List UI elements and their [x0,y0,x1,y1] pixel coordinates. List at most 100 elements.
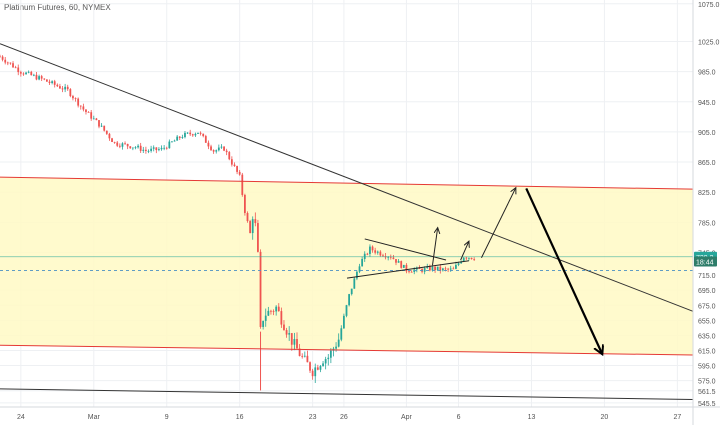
candle-body [371,246,374,251]
candle-body [306,355,309,363]
candle-body [389,256,392,258]
support-line-bottom [0,388,694,400]
y-tick-label: 785.0 [698,220,716,227]
candle-body [288,333,291,335]
triangle-line [346,260,470,279]
candle-body [337,339,340,347]
candle-body [69,89,72,97]
candle-body [249,221,252,234]
triangle-line [364,238,447,261]
candle-body [171,141,173,143]
candle-body [38,76,40,80]
candle-body [428,266,431,271]
candle-body [452,268,455,270]
candle-body [257,223,259,252]
projection-arrow [481,188,515,258]
y-tick-label: 1075.0 [698,2,720,9]
candle-body [103,125,106,131]
x-tick-label: 24 [17,414,25,421]
x-tick-label: 6 [457,414,461,421]
candle-body [439,266,442,271]
candle-body [90,112,93,119]
candle-body [150,148,153,151]
candle-body [56,84,59,87]
channel-lower-line [0,344,694,356]
candle-body [139,145,142,151]
candle-body [376,251,379,253]
candle-body [395,259,397,263]
candle-body [311,370,314,377]
price-axis-panel [693,0,720,425]
y-tick-label: 595.0 [698,364,716,371]
x-tick-label: Mar [88,414,101,421]
candle-body [444,268,447,270]
candle-body [465,257,468,259]
candle-body [441,268,444,271]
candle-body [165,147,168,149]
candle-body [369,246,371,254]
candle-body [51,81,54,83]
candle-body [264,315,267,321]
candle-body [95,118,98,121]
candle-body [129,146,132,149]
candle-body [53,81,56,85]
candle-body [1,56,4,60]
candle-body [118,145,121,147]
candle-body [194,133,197,136]
y-tick-label: 715.0 [698,273,716,280]
candle-body [366,253,369,255]
candle-body [66,86,69,90]
y-tick-label: 635.0 [698,333,716,340]
candle-body [327,357,330,360]
candle-body [191,134,194,136]
candle-body [293,339,296,345]
candle-body [270,310,272,312]
candle-body [238,171,241,175]
candle-body [296,339,298,349]
candle-body [223,146,225,151]
candle-body [434,266,436,271]
candle-body [358,266,361,272]
candle-body [217,147,220,151]
candle-body [397,261,400,263]
candle-body [163,147,166,149]
candle-body [275,306,278,312]
candle-body [158,149,160,151]
candle-body [79,105,82,107]
candle-body [400,261,403,268]
candle-body [280,311,283,325]
y-tick-label: 575.0 [698,379,716,386]
candle-body [322,363,324,367]
candle-body [241,174,244,195]
candle-body [436,266,439,271]
candle-body [405,264,408,272]
candle-body [462,257,465,262]
candle-body [243,194,246,214]
candle-body [199,132,202,134]
candle-body [410,271,413,273]
channel-upper-line [0,176,694,190]
candle-body [431,266,434,271]
candle-body [363,253,366,259]
candle-body [35,74,38,80]
candle-body [342,315,345,329]
candle-body [301,355,304,357]
candle-body [290,333,293,345]
candle-body [168,141,171,149]
candle-body [473,259,476,260]
candle-body [14,67,17,69]
y-tick-label: 655.0 [698,318,716,325]
chart-title: Platinum Futures, 60, NYMEX [4,3,111,12]
channel-fill [0,177,693,355]
candle-body [382,255,384,257]
candle-body [87,111,90,113]
candle-body [319,366,322,370]
y-tick-label: 561.5 [698,389,716,396]
candle-body [98,120,100,127]
candle-body [449,268,452,270]
descending-trendline [0,43,694,312]
candle-body [345,305,348,316]
price-badge [694,256,717,267]
candle-body [92,118,95,120]
